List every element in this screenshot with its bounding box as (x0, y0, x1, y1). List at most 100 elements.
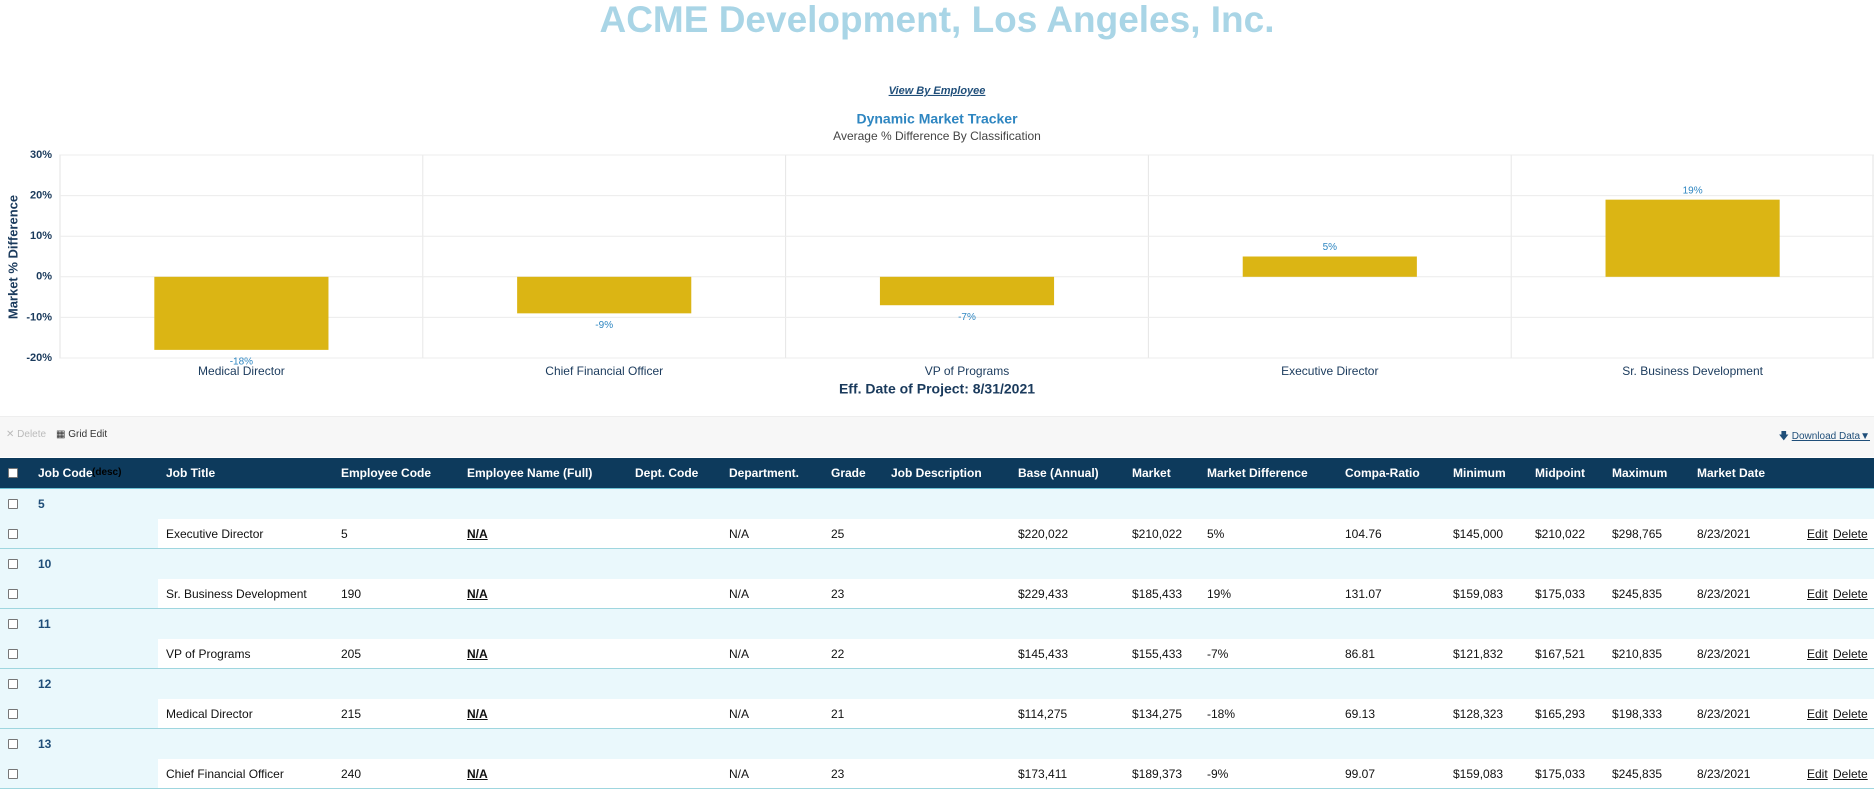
table-cell: 8/23/2021 (1697, 767, 1751, 781)
row-checkbox[interactable] (8, 769, 18, 779)
table-cell: $114,275 (1018, 707, 1068, 721)
employee-link[interactable]: N/A (467, 707, 488, 721)
row-checkbox[interactable] (8, 649, 18, 659)
edit-link[interactable]: Edit (1807, 647, 1828, 661)
column-header[interactable]: Maximum (1612, 466, 1668, 480)
x-axis-label: Eff. Date of Project: 8/31/2021 (839, 381, 1035, 397)
table-cell: 8/23/2021 (1697, 707, 1751, 721)
table-cell: $210,835 (1612, 647, 1663, 661)
employee-link[interactable]: N/A (467, 587, 488, 601)
table-cell: Executive Director (166, 527, 264, 541)
delete-button[interactable]: ✕ Delete (6, 429, 47, 440)
column-header[interactable]: Market Date (1697, 466, 1766, 480)
table-cell: 99.07 (1345, 767, 1376, 781)
download-label: Download Data▼ (1791, 431, 1870, 442)
grid-edit-button[interactable]: ▦ Grid Edit (56, 429, 108, 440)
y-tick-label: -20% (26, 352, 52, 364)
page-title: ACME Development, Los Angeles, Inc. (599, 0, 1274, 40)
row-checkbox[interactable] (8, 589, 18, 599)
group-checkbox[interactable] (8, 679, 18, 689)
group-checkbox[interactable] (8, 499, 18, 509)
employee-link[interactable]: N/A (467, 527, 488, 541)
group-checkbox[interactable] (8, 619, 18, 629)
group-code: 13 (38, 737, 52, 751)
bar (879, 276, 1055, 306)
table-cell: 8/23/2021 (1697, 647, 1751, 661)
download-button[interactable]: 🡇 Download Data▼ (1778, 431, 1870, 442)
table-cell: VP of Programs (166, 647, 251, 661)
table-cell: $159,083 (1453, 767, 1504, 781)
select-all-checkbox[interactable] (8, 468, 18, 478)
delete-link[interactable]: Delete (1833, 527, 1868, 541)
delete-link[interactable]: Delete (1833, 587, 1868, 601)
column-header[interactable]: Dept. Code (635, 466, 699, 480)
column-header[interactable]: Job Code (38, 466, 93, 480)
detail-row-body (158, 639, 1874, 668)
table-cell: $175,033 (1535, 587, 1586, 601)
bar (154, 276, 329, 350)
column-header[interactable]: Job Title (166, 466, 216, 480)
table-cell: $210,022 (1535, 527, 1586, 541)
edit-link[interactable]: Edit (1807, 527, 1828, 541)
table-cell: $145,000 (1453, 527, 1504, 541)
table-cell: $134,275 (1132, 707, 1183, 721)
edit-link[interactable]: Edit (1807, 587, 1828, 601)
chart-title: Dynamic Market Tracker (856, 111, 1018, 127)
x-tick-label: VP of Programs (925, 364, 1009, 378)
column-header[interactable]: Department. (729, 466, 800, 480)
column-header[interactable]: Compa-Ratio (1345, 466, 1420, 480)
column-header[interactable]: Market (1132, 466, 1171, 480)
table-cell: $173,411 (1018, 767, 1068, 781)
table-cell: N/A (729, 647, 750, 661)
employee-link[interactable]: N/A (467, 767, 488, 781)
delete-link[interactable]: Delete (1833, 647, 1868, 661)
column-header[interactable]: Minimum (1453, 466, 1506, 480)
value-label: -9% (595, 320, 613, 331)
y-tick-label: 30% (30, 149, 52, 161)
chart-subtitle: Average % Difference By Classification (833, 129, 1041, 143)
column-header[interactable]: Employee Name (Full) (467, 466, 593, 480)
table-cell: $210,022 (1132, 527, 1183, 541)
row-checkbox[interactable] (8, 529, 18, 539)
x-tick-label: Executive Director (1281, 364, 1378, 378)
group-code: 12 (38, 677, 52, 691)
table-cell: $220,022 (1018, 527, 1069, 541)
table-cell: 23 (831, 767, 845, 781)
table-cell: 86.81 (1345, 647, 1376, 661)
table-cell: $155,433 (1132, 647, 1183, 661)
table-cell: 21 (831, 707, 845, 721)
column-header[interactable]: Employee Code (341, 466, 432, 480)
table-cell: 240 (341, 767, 362, 781)
table-cell: 215 (341, 707, 362, 721)
edit-link[interactable]: Edit (1807, 767, 1828, 781)
column-header[interactable]: Market Difference (1207, 466, 1308, 480)
delete-link[interactable]: Delete (1833, 707, 1868, 721)
group-checkbox[interactable] (8, 559, 18, 569)
table-cell: -18% (1207, 707, 1236, 721)
employee-link[interactable]: N/A (467, 647, 488, 661)
table-cell: $245,835 (1612, 767, 1663, 781)
table-cell: $185,433 (1132, 587, 1183, 601)
group-row (0, 669, 1874, 699)
value-label: -18% (230, 357, 253, 368)
bar (517, 276, 692, 314)
plot-area (59, 154, 1874, 359)
delete-link[interactable]: Delete (1833, 767, 1868, 781)
group-checkbox[interactable] (8, 739, 18, 749)
table-cell: 205 (341, 647, 362, 661)
row-checkbox[interactable] (8, 709, 18, 719)
table-cell: 104.76 (1345, 527, 1382, 541)
view-link[interactable]: View By Employee (889, 85, 986, 97)
y-axis-label: Market % Difference (5, 195, 20, 319)
table-cell: 8/23/2021 (1697, 527, 1751, 541)
column-header[interactable]: Grade (831, 466, 866, 480)
toolbar (0, 416, 1874, 457)
column-header[interactable]: Job Description (891, 466, 982, 480)
edit-link[interactable]: Edit (1807, 707, 1828, 721)
group-code: 5 (38, 497, 45, 511)
table: Job Code Job Title Employee Code Employee N… (0, 458, 1874, 789)
column-header[interactable]: Base (Annual) (1018, 466, 1099, 480)
column-header[interactable]: Midpoint (1535, 466, 1585, 480)
detail-row-body (158, 699, 1874, 728)
